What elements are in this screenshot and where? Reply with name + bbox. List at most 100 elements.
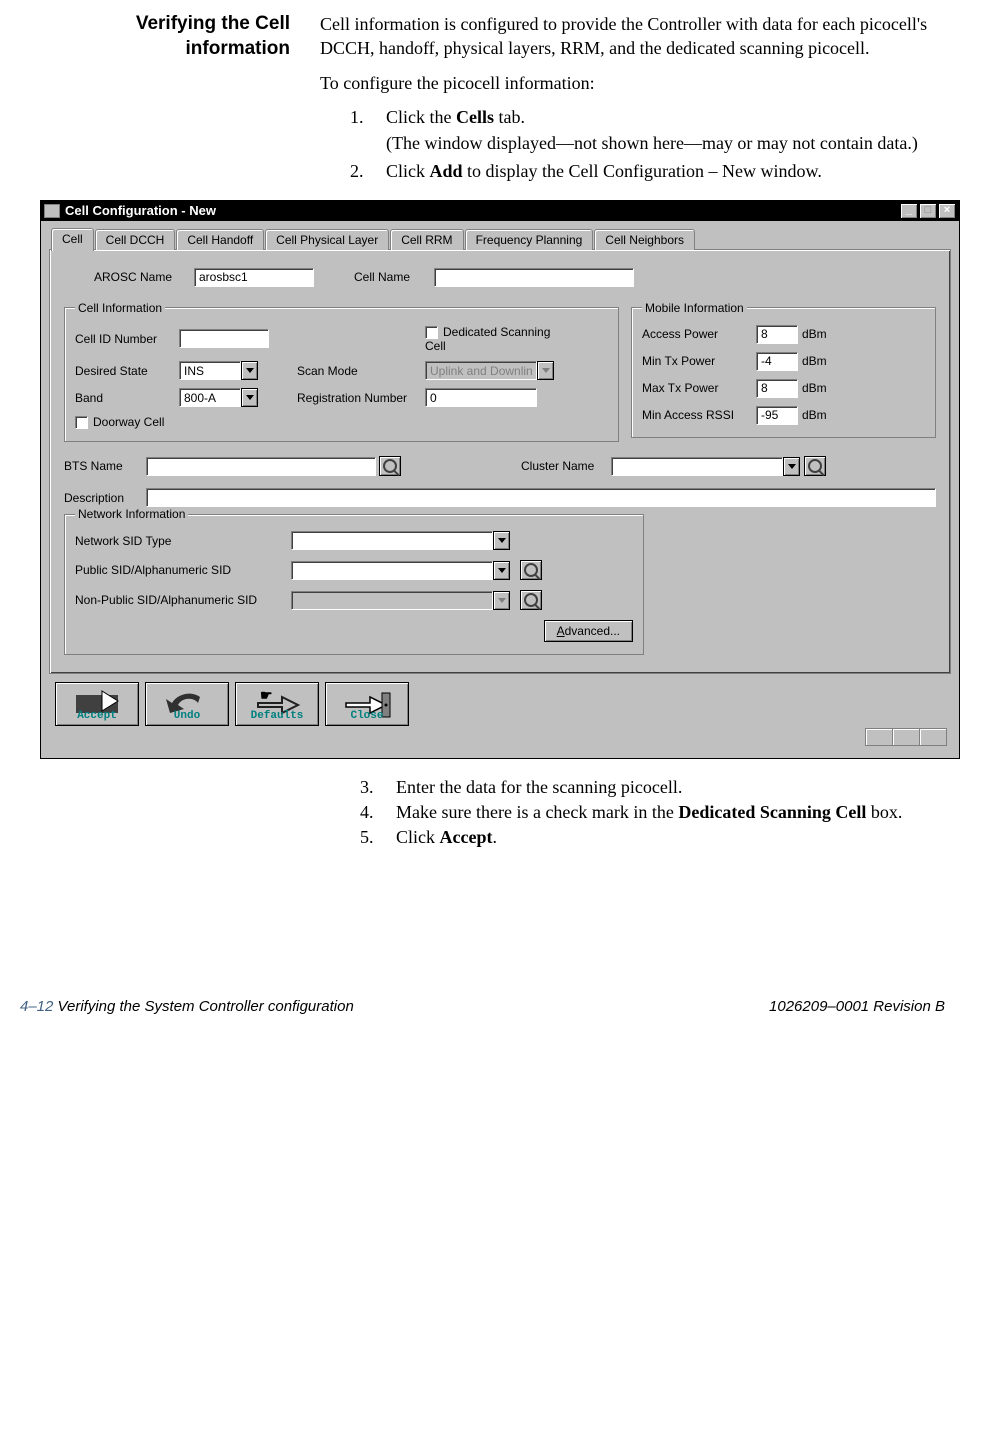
close-button[interactable]: Close xyxy=(325,682,409,726)
maximize-button[interactable]: □ xyxy=(919,203,937,219)
max-tx-power-unit: dBm xyxy=(802,381,830,395)
tab-cell-neighbors[interactable]: Cell Neighbors xyxy=(594,229,695,250)
tab-cell-rrm[interactable]: Cell RRM xyxy=(390,229,463,250)
minimize-button[interactable]: _ xyxy=(900,203,918,219)
bts-name-search-button[interactable] xyxy=(379,456,401,476)
max-tx-power-input[interactable] xyxy=(756,379,798,398)
non-public-sid-label: Non-Public SID/Alphanumeric SID xyxy=(75,593,285,607)
non-public-sid-search-button[interactable] xyxy=(520,590,542,610)
max-tx-power-label: Max Tx Power xyxy=(642,381,752,395)
step1-text-b: Cells xyxy=(456,107,494,127)
network-information-legend: Network Information xyxy=(75,507,188,521)
scan-mode-label: Scan Mode xyxy=(297,364,417,378)
defaults-button[interactable]: ☛ Defaults xyxy=(235,682,319,726)
undo-button-label: Undo xyxy=(146,710,228,722)
dedicated-scanning-cell-text: Dedicated Scanning Cell xyxy=(425,325,550,353)
step-5: Click Accept. xyxy=(378,827,945,848)
tab-cell[interactable]: Cell xyxy=(51,228,94,251)
cell-name-input[interactable] xyxy=(434,268,634,287)
step-4: Make sure there is a check mark in the D… xyxy=(378,802,945,823)
scan-mode-dropdown-button xyxy=(537,361,554,380)
undo-button[interactable]: Undo xyxy=(145,682,229,726)
non-public-sid-dropdown-button xyxy=(493,591,510,610)
step4-text-b: Dedicated Scanning Cell xyxy=(678,802,866,822)
description-input[interactable] xyxy=(146,488,936,507)
scan-mode-select xyxy=(425,361,537,380)
step5-text-a: Click xyxy=(396,827,440,847)
min-tx-power-input[interactable] xyxy=(756,352,798,371)
public-sid-dropdown-button[interactable] xyxy=(493,561,510,580)
step5-text-c: . xyxy=(492,827,497,847)
network-information-group: Network Information Network SID Type Pub… xyxy=(64,507,644,655)
accept-button[interactable]: Accept xyxy=(55,682,139,726)
cell-id-label: Cell ID Number xyxy=(75,332,171,346)
step2-text-a: Click xyxy=(386,161,430,181)
search-icon xyxy=(524,563,538,577)
arosc-name-input[interactable] xyxy=(194,268,314,287)
side-heading-line1: Verifying the Cell xyxy=(136,13,290,34)
step-3: Enter the data for the scanning picocell… xyxy=(378,777,945,798)
tab-cell-handoff[interactable]: Cell Handoff xyxy=(176,229,264,250)
min-access-rssi-input[interactable] xyxy=(756,406,798,425)
public-sid-label: Public SID/Alphanumeric SID xyxy=(75,563,285,577)
registration-number-input[interactable] xyxy=(425,388,537,407)
status-bar xyxy=(49,728,951,750)
cell-name-label: Cell Name xyxy=(354,270,434,284)
network-sid-type-dropdown-button[interactable] xyxy=(493,531,510,550)
search-icon xyxy=(524,593,538,607)
tab-cell-dcch[interactable]: Cell DCCH xyxy=(95,229,176,250)
band-label: Band xyxy=(75,391,171,405)
cell-information-legend: Cell Information xyxy=(75,301,165,315)
intro-paragraph-1: Cell information is configured to provid… xyxy=(320,12,945,61)
mobile-information-group: Mobile Information Access Power dBm Min … xyxy=(631,301,936,438)
status-cell xyxy=(892,728,920,746)
desired-state-dropdown-button[interactable] xyxy=(241,361,258,380)
footer-right: 1026209–0001 Revision B xyxy=(769,998,945,1015)
tab-panel-cell: AROSC Name Cell Name Cell Information Ce… xyxy=(49,249,951,675)
band-dropdown-button[interactable] xyxy=(241,388,258,407)
cluster-name-search-button[interactable] xyxy=(804,456,826,476)
step1-text-a: Click the xyxy=(386,107,456,127)
step-1: Click the Cells tab. (The window display… xyxy=(368,105,945,156)
footer-page-number: 4–12 xyxy=(20,998,58,1015)
footer-section-title: Verifying the System Controller configur… xyxy=(58,998,354,1015)
public-sid-search-button[interactable] xyxy=(520,560,542,580)
desired-state-select[interactable] xyxy=(179,361,241,380)
tab-cell-physical-layer[interactable]: Cell Physical Layer xyxy=(265,229,389,250)
page-footer: 4–12 Verifying the System Controller con… xyxy=(0,878,985,1029)
titlebar[interactable]: Cell Configuration - New _ □ × xyxy=(41,201,959,221)
public-sid-select[interactable] xyxy=(291,561,493,580)
cluster-name-select[interactable] xyxy=(611,457,783,476)
dedicated-scanning-cell-label: Dedicated Scanning Cell xyxy=(425,325,565,353)
network-sid-type-select[interactable] xyxy=(291,531,493,550)
defaults-button-label: Defaults xyxy=(236,710,318,722)
bts-name-input[interactable] xyxy=(146,457,376,476)
doorway-cell-text: Doorway Cell xyxy=(93,415,164,429)
close-window-button[interactable]: × xyxy=(938,203,956,219)
tab-strip: Cell Cell DCCH Cell Handoff Cell Physica… xyxy=(49,228,951,250)
doorway-cell-checkbox[interactable] xyxy=(75,416,88,429)
search-icon xyxy=(383,459,397,473)
access-power-input[interactable] xyxy=(756,325,798,344)
status-cell xyxy=(919,728,947,746)
step2-text-b: Add xyxy=(430,161,463,181)
min-access-rssi-label: Min Access RSSI xyxy=(642,408,752,422)
dedicated-scanning-cell-checkbox[interactable] xyxy=(425,326,438,339)
band-select[interactable] xyxy=(179,388,241,407)
cell-id-input[interactable] xyxy=(179,329,269,348)
cell-config-window: Cell Configuration - New _ □ × Cell Cell… xyxy=(40,200,960,760)
intro-paragraph-2: To configure the picocell information: xyxy=(320,71,945,95)
step1-text-c: tab. xyxy=(494,107,525,127)
non-public-sid-select xyxy=(291,591,493,610)
footer-left: 4–12 Verifying the System Controller con… xyxy=(20,998,354,1015)
access-power-unit: dBm xyxy=(802,327,830,341)
toolbar: Accept Undo ☛ Defaults Close xyxy=(49,674,951,728)
cluster-name-dropdown-button[interactable] xyxy=(783,457,800,476)
tab-frequency-planning[interactable]: Frequency Planning xyxy=(465,229,594,250)
registration-number-label: Registration Number xyxy=(297,391,417,405)
advanced-button[interactable]: Advanced... xyxy=(544,620,633,642)
access-power-label: Access Power xyxy=(642,327,752,341)
step-2: Click Add to display the Cell Configurat… xyxy=(368,159,945,183)
description-label: Description xyxy=(64,491,146,505)
step2-text-c: to display the Cell Configuration – New … xyxy=(463,161,822,181)
